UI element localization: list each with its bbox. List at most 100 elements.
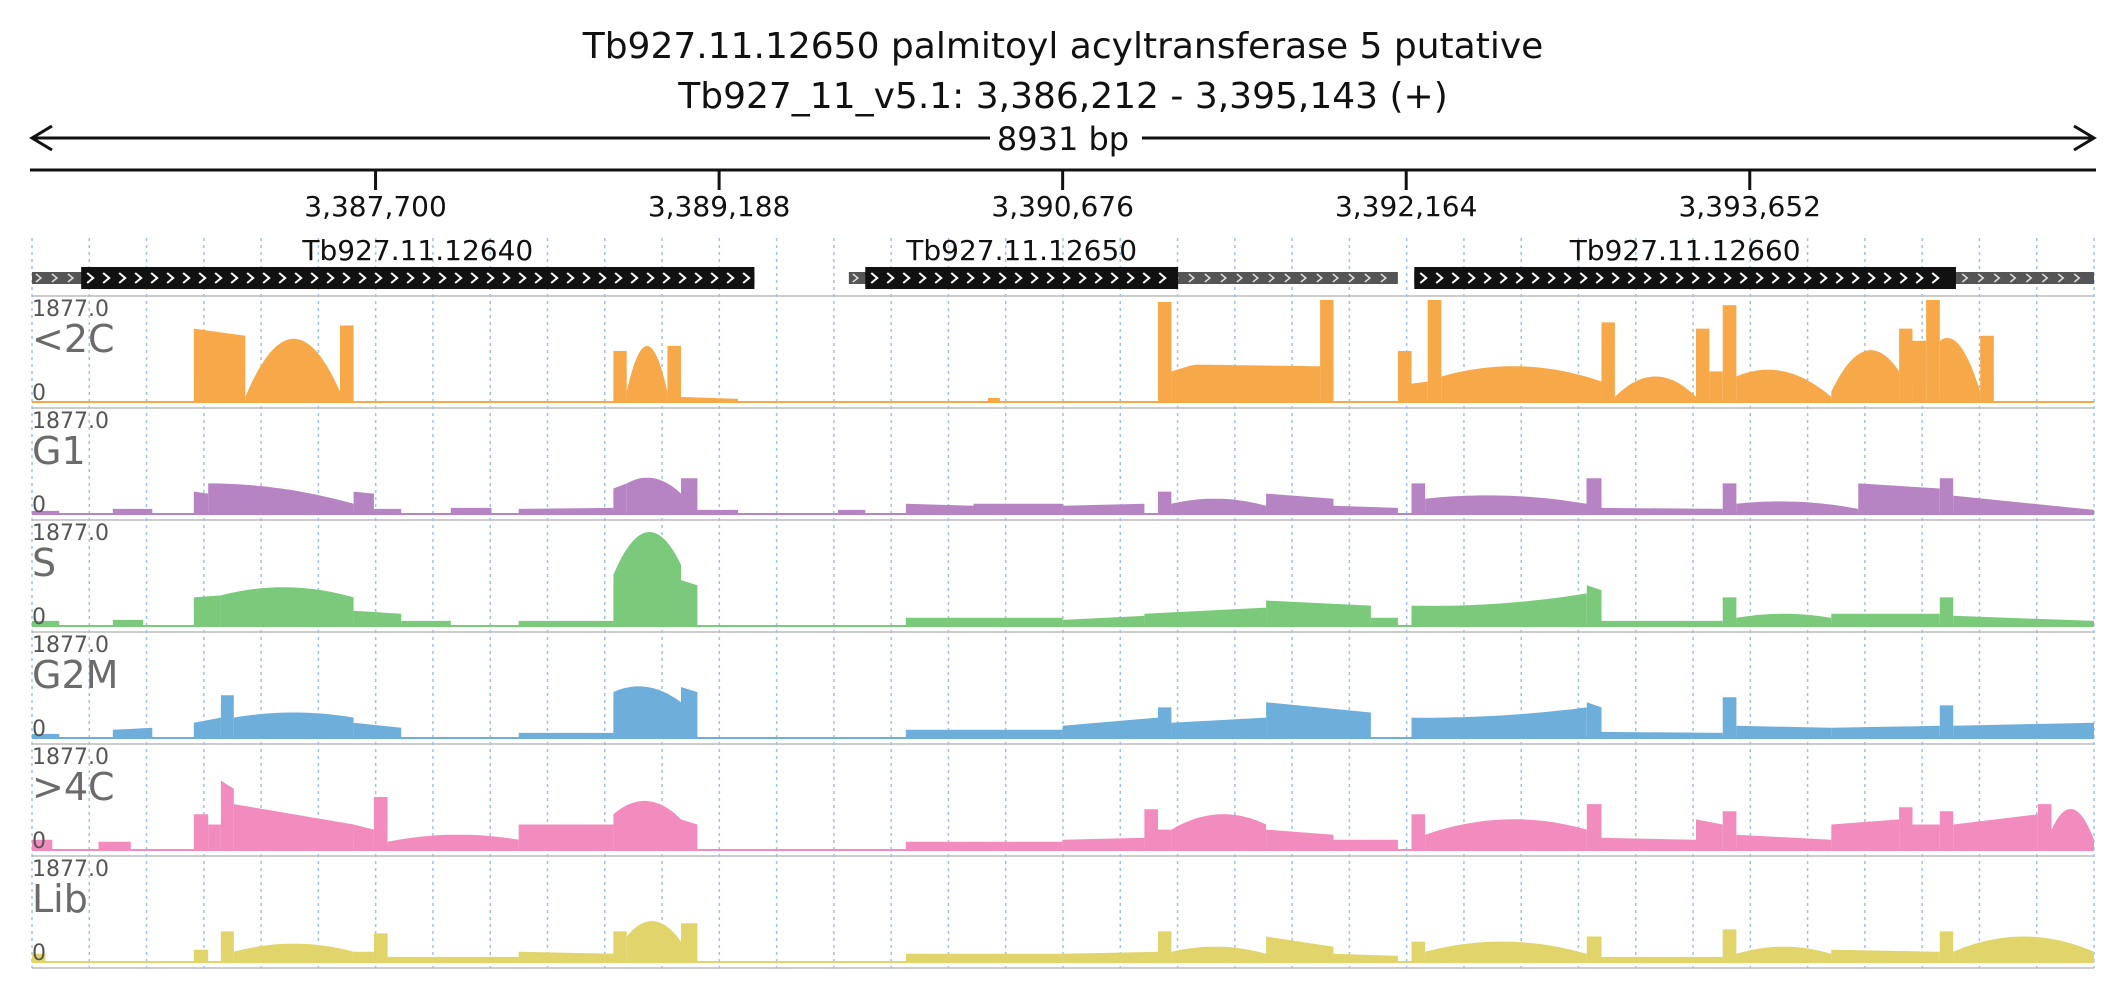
strand-chevron: [742, 272, 751, 284]
coverage-area: [1586, 585, 1602, 626]
span-arrow-left-head: [29, 124, 53, 152]
strand-chevron: [358, 272, 367, 284]
track-4: 1877.0>4C 0: [32, 743, 2094, 854]
strand-chevron: [1419, 272, 1428, 284]
coverage-area: [1062, 615, 1145, 626]
strand-chevron: [310, 272, 319, 284]
coverage-area: [1899, 328, 1913, 402]
coverage-area: [1695, 328, 1710, 402]
x-tick-label: 3,390,676: [991, 190, 1134, 223]
coverage-area: [233, 804, 354, 850]
coverage-area: [905, 729, 1063, 738]
coverage-area: [373, 797, 388, 850]
coverage-area: [1411, 593, 1587, 626]
strand-chevron: [1126, 272, 1135, 284]
coverage-area: [339, 325, 354, 402]
coverage-area: [1171, 364, 1321, 402]
strand-chevron: [1332, 273, 1340, 283]
coverage-area: [518, 951, 614, 962]
strand-chevron: [1771, 272, 1780, 284]
coverage-area: [1736, 946, 1832, 962]
strand-chevron: [694, 272, 703, 284]
strand-chevron: [246, 272, 255, 284]
strand-chevron: [1046, 272, 1055, 284]
strand-chevron: [886, 272, 895, 284]
coverage-area: [220, 931, 234, 962]
strand-chevron: [294, 272, 303, 284]
strand-chevron: [1835, 272, 1844, 284]
coverage-area: [353, 824, 374, 850]
track-zero-label: 0: [32, 605, 46, 630]
span-arrow-right-head: [2073, 124, 2097, 152]
strand-chevron: [1078, 272, 1087, 284]
track-2: 1877.0S 0: [32, 519, 2094, 630]
strand-chevron: [1931, 272, 1940, 284]
coverage-area: [220, 695, 234, 738]
coverage-area: [1411, 814, 1426, 850]
track-name-label: <2C: [32, 317, 115, 361]
coverage-area: [1858, 483, 1940, 514]
coverage-area: [905, 841, 1063, 850]
strand-chevron: [470, 272, 479, 284]
strand-chevron: [262, 272, 271, 284]
coverage-area: [1953, 722, 2094, 738]
coverage-area: [373, 933, 388, 962]
track-max-label: 1877.0: [32, 409, 109, 434]
coverage-area: [613, 483, 627, 514]
coverage-area: [1158, 829, 1172, 850]
coverage-area: [626, 345, 668, 402]
strand-chevron: [374, 272, 383, 284]
coverage-area: [1158, 491, 1172, 514]
coverage-area: [401, 620, 451, 626]
coverage-area: [1397, 351, 1412, 402]
strand-chevron: [326, 272, 335, 284]
coverage-area: [353, 491, 374, 514]
coverage-area: [987, 397, 1000, 402]
strand-chevron: [2073, 273, 2081, 283]
coverage-area: [32, 953, 46, 962]
strand-chevron: [1739, 272, 1748, 284]
strand-chevron: [1803, 272, 1812, 284]
coverage-area: [1736, 501, 1859, 514]
coverage-area: [681, 923, 698, 962]
strand-chevron: [646, 272, 655, 284]
coverage-area: [1939, 931, 1954, 962]
coverage-area: [1939, 597, 1954, 626]
track-0: 1877.0<2C 0: [32, 295, 2094, 406]
track-zero-label: 0: [32, 829, 46, 854]
coverage-area: [626, 477, 682, 514]
coverage-area: [613, 532, 682, 626]
coverage-area: [905, 503, 974, 514]
strand-chevron: [518, 272, 527, 284]
coverage-area: [667, 345, 682, 402]
strand-chevron: [1563, 272, 1572, 284]
strand-chevron: [150, 272, 159, 284]
gene-label: Tb927.11.12660: [1569, 234, 1801, 267]
strand-chevron: [2057, 273, 2065, 283]
coverage-area: [1953, 936, 2094, 962]
strand-chevron: [582, 272, 591, 284]
strand-chevron: [182, 272, 191, 284]
coverage-area: [1939, 338, 1981, 402]
coverage-area: [1736, 834, 1832, 850]
coverage-area: [1158, 302, 1172, 402]
strand-chevron: [1867, 272, 1876, 284]
coverage-area: [1722, 811, 1737, 850]
strand-chevron: [1723, 272, 1732, 284]
coverage-area: [1722, 929, 1737, 962]
coverage-area: [681, 478, 698, 514]
strand-chevron: [1014, 272, 1023, 284]
coverage-area: [1695, 819, 1723, 850]
gene-cds-bar: [81, 267, 755, 289]
coverage-area: [112, 508, 153, 514]
strand-chevron: [902, 272, 911, 284]
strand-chevron: [1531, 272, 1540, 284]
coverage-area: [1266, 936, 1334, 962]
strand-chevron: [1899, 272, 1908, 284]
coverage-area: [1266, 829, 1334, 850]
coverage-area: [1722, 483, 1737, 514]
track-name-label: Lib: [32, 877, 88, 921]
coverage-tracks: 1877.0<2C01877.0G101877.0S01877.0G2M0187…: [32, 295, 2094, 969]
